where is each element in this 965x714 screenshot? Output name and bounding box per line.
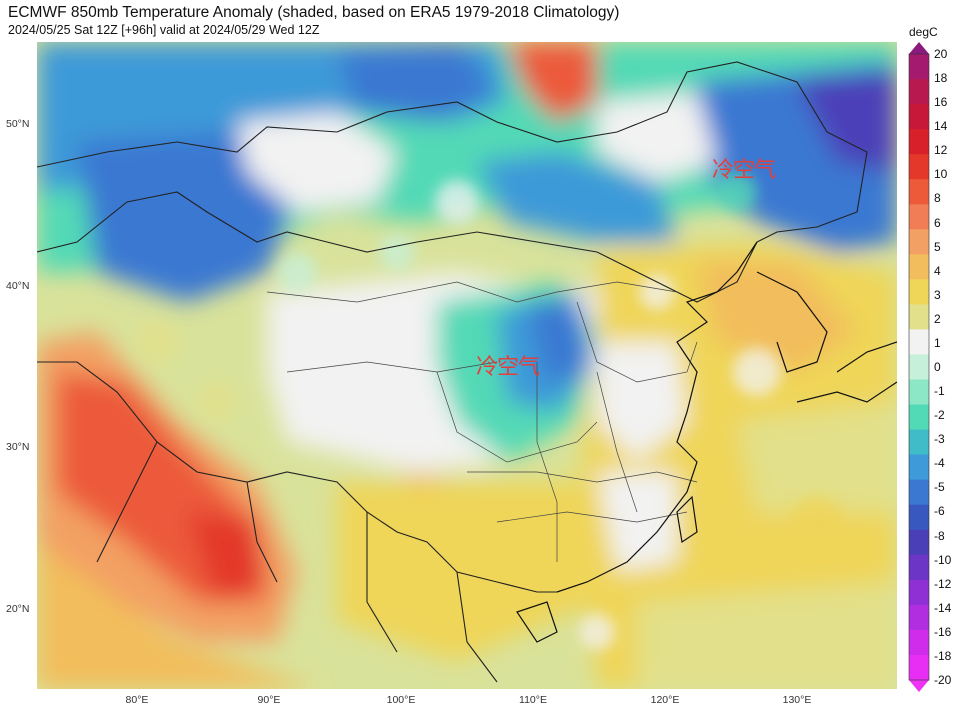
colorbar-swatch [909, 454, 929, 481]
colorbar-swatch [909, 79, 929, 105]
colorbar-tick-label: 1 [934, 335, 941, 350]
colorbar-swatch [909, 554, 929, 581]
colorbar-tick-label: -3 [934, 432, 945, 447]
colorbar-swatch [909, 154, 929, 180]
colorbar [908, 42, 930, 692]
colorbar-swatch [909, 629, 929, 656]
colorbar-tick-label: 12 [934, 143, 948, 158]
map-canvas [37, 42, 897, 689]
colorbar-tick-label: 18 [934, 71, 948, 86]
colorbar-tick-label: 5 [934, 239, 941, 254]
map-subtitle: 2024/05/25 Sat 12Z [+96h] valid at 2024/… [8, 23, 320, 37]
coastline [516, 241, 897, 643]
colorbar-swatch [909, 329, 929, 355]
colorbar-tick-label: 10 [934, 167, 948, 182]
country-borders [37, 61, 868, 683]
colorbar-tick-label: -8 [934, 528, 945, 543]
lat-label-20: 20°N [6, 603, 30, 615]
colorbar-swatch [909, 304, 929, 330]
colorbar-swatch [909, 604, 929, 631]
temperature-anomaly-map [37, 42, 897, 689]
lon-label-80: 80°E [125, 694, 149, 706]
colorbar-tick-label: 4 [934, 263, 941, 278]
colorbar-swatch [909, 104, 929, 130]
province-borders [266, 281, 698, 562]
lon-label-90: 90°E [257, 694, 281, 706]
lat-label-50: 50°N [6, 118, 30, 130]
colorbar-swatch [909, 254, 929, 280]
colorbar-tick-label: 16 [934, 95, 948, 110]
colorbar-swatch [909, 279, 929, 305]
lon-label-110: 110°E [519, 694, 547, 706]
colorbar-swatch [909, 354, 929, 381]
colorbar-swatch [909, 654, 929, 681]
colorbar-tick-label: -6 [934, 504, 945, 519]
colorbar-tick-label: -5 [934, 480, 945, 495]
lon-label-130: 130°E [782, 694, 812, 706]
colorbar-tick-label: -20 [934, 673, 952, 687]
colorbar-swatch [909, 379, 929, 406]
colorbar-tick-label: -10 [934, 552, 952, 567]
cold-air-annotation-central: 冷空气 [476, 355, 540, 380]
lat-label-40: 40°N [6, 280, 30, 292]
colorbar-tick-label: -14 [934, 600, 952, 615]
colorbar-tick-label: -2 [934, 408, 945, 423]
colorbar-tick-label: 3 [934, 287, 941, 302]
lon-label-100: 100°E [386, 694, 416, 706]
colorbar-tick-label: 8 [934, 191, 941, 206]
colorbar-swatch [909, 54, 929, 80]
colorbar-swatch [909, 579, 929, 606]
anomaly-detail [135, 172, 843, 650]
lat-label-30: 30°N [6, 441, 30, 453]
colorbar-swatch [909, 504, 929, 531]
map-title: ECMWF 850mb Temperature Anomaly (shaded,… [8, 4, 620, 21]
colorbar-tick-label: -16 [934, 624, 952, 639]
colorbar-tick-label: 20 [934, 47, 948, 61]
colorbar-tick-label: 14 [934, 119, 948, 134]
colorbar-swatch [909, 229, 929, 255]
colorbar-frame [908, 53, 930, 681]
colorbar-tick-label: -12 [934, 576, 952, 591]
colorbar-swatch [909, 529, 929, 556]
colorbar-extend-bottom [909, 680, 929, 692]
colorbar-swatch [909, 404, 929, 431]
colorbar-tick-label: -4 [934, 456, 945, 471]
colorbar-tick-label: 6 [934, 215, 941, 230]
colorbar-swatch [909, 429, 929, 456]
colorbar-tick-label: 2 [934, 311, 941, 326]
lon-label-120: 120°E [650, 694, 680, 706]
colorbar-tick-label: -1 [934, 384, 945, 399]
colorbar-extend-top [909, 42, 929, 54]
colorbar-swatch [909, 179, 929, 205]
colorbar-tick-label: -18 [934, 648, 952, 663]
cold-air-annotation-northeast: 冷空气 [712, 158, 776, 183]
colorbar-swatch [909, 479, 929, 506]
colorbar-swatch [909, 129, 929, 155]
colorbar-unit: degC [909, 25, 938, 39]
colorbar-tick-label: 0 [934, 360, 941, 374]
colorbar-swatch [909, 204, 929, 230]
